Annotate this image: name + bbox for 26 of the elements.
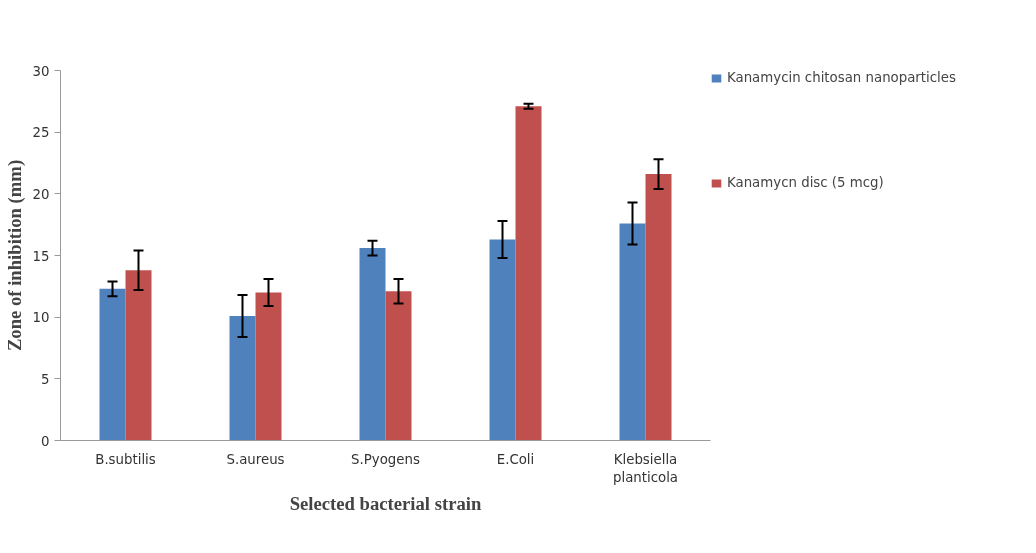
bar <box>99 288 126 441</box>
x-tick-label: E.Coli <box>496 451 535 467</box>
x-tick-label: S.aureus <box>226 451 285 467</box>
x-tick-label: S.Pyogens <box>351 451 420 467</box>
bar <box>255 292 282 441</box>
y-tick-label: 25 <box>32 125 50 141</box>
legend-label: Kanamycn disc (5 mcg) <box>727 175 884 190</box>
y-tick-label: 15 <box>32 248 50 264</box>
y-tick-label: 20 <box>32 186 50 202</box>
x-axis-title: Selected bacterial strain <box>289 492 482 514</box>
x-tick-label: B.subtilis <box>95 451 156 467</box>
x-tick-label: Klebsiella planticola <box>612 451 679 485</box>
bar <box>359 248 386 441</box>
bar <box>645 174 672 441</box>
bar <box>125 270 152 441</box>
y-tick-label: 30 <box>32 63 50 79</box>
legend-label: Kanamycin chitosan nanoparticles <box>727 70 956 85</box>
bar <box>385 291 412 441</box>
bar <box>515 106 542 441</box>
y-tick-label: 10 <box>32 310 50 326</box>
bar <box>229 315 256 441</box>
y-tick-label: 0 <box>41 433 50 449</box>
y-tick-label: 5 <box>41 371 50 387</box>
y-axis-title: Zone of inhibition (mm) <box>3 159 26 352</box>
bar <box>489 239 516 441</box>
bar <box>619 223 646 441</box>
